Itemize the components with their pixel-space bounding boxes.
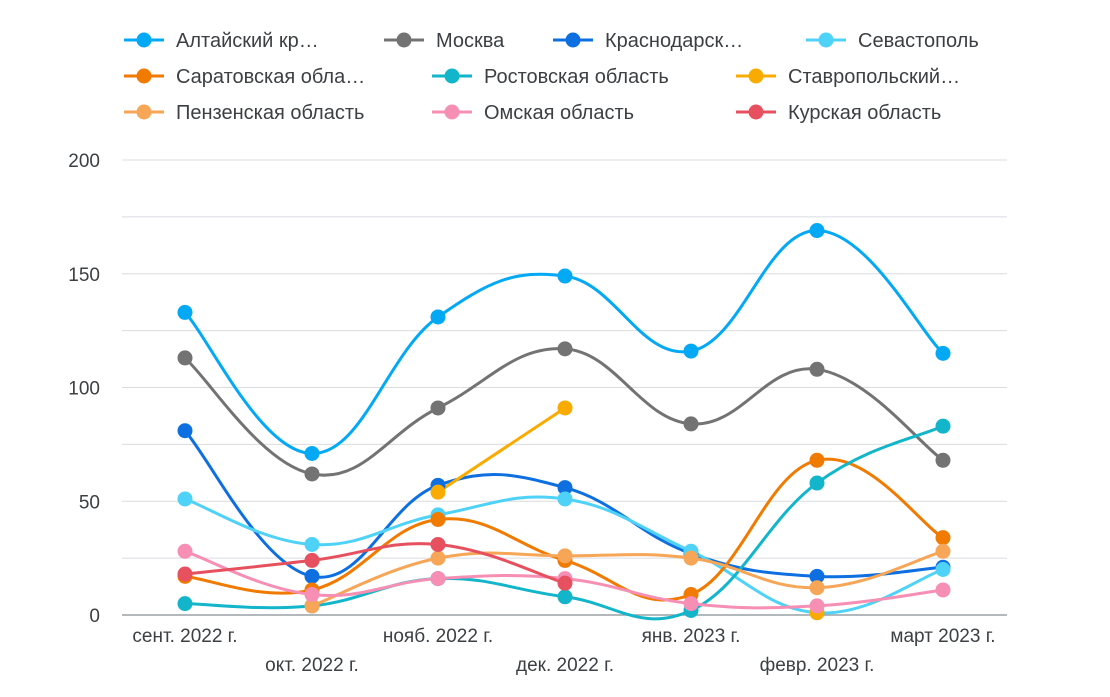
data-point[interactable]	[304, 587, 320, 603]
data-point[interactable]	[557, 341, 573, 357]
data-point[interactable]	[809, 452, 825, 468]
data-point[interactable]	[809, 361, 825, 377]
legend-item[interactable]: Краснодарск…	[553, 30, 743, 52]
series-line	[436, 406, 567, 494]
data-point[interactable]	[557, 575, 573, 591]
legend-label: Краснодарск…	[605, 30, 743, 52]
series-line	[310, 549, 945, 608]
data-point[interactable]	[557, 268, 573, 284]
data-point[interactable]	[304, 568, 320, 584]
data-point[interactable]	[935, 530, 951, 546]
legend-swatch-dot	[444, 68, 460, 84]
x-tick-label: окт. 2022 г.	[265, 655, 359, 676]
legend-label: Ставропольский…	[788, 66, 960, 88]
legend-label: Алтайский кр…	[176, 30, 319, 52]
legend-item[interactable]: Алтайский кр…	[124, 30, 319, 52]
legend-item[interactable]: Курская область	[736, 102, 941, 124]
data-point[interactable]	[935, 452, 951, 468]
legend-item[interactable]: Ростовская область	[432, 66, 669, 88]
data-point[interactable]	[430, 536, 446, 552]
series-line	[183, 542, 567, 585]
legend-item[interactable]: Севастополь	[806, 30, 979, 52]
data-point[interactable]	[304, 552, 320, 568]
legend-item[interactable]: Ставропольский…	[736, 66, 960, 88]
legend-swatch-dot	[444, 104, 460, 120]
data-point[interactable]	[557, 491, 573, 507]
gridlines	[122, 159, 1007, 616]
data-point[interactable]	[809, 598, 825, 614]
legend-swatch-dot	[748, 68, 764, 84]
legend-label: Пензенская область	[176, 102, 364, 124]
data-point[interactable]	[557, 400, 573, 416]
x-tick-label: дек. 2022 г.	[516, 655, 614, 676]
series-points	[177, 223, 951, 621]
legend-swatch-dot	[136, 68, 152, 84]
legend-item[interactable]: Москва	[384, 30, 505, 52]
legend-swatch-dot	[818, 32, 834, 48]
legend: Алтайский кр… Москва Краснодарск… Севастопо…	[124, 30, 979, 124]
data-point[interactable]	[683, 596, 699, 612]
data-point[interactable]	[809, 223, 825, 239]
data-point[interactable]	[430, 309, 446, 325]
data-point[interactable]	[177, 423, 193, 439]
data-point[interactable]	[304, 536, 320, 552]
data-point[interactable]	[935, 582, 951, 598]
data-point[interactable]	[557, 589, 573, 605]
x-tick-label: март 2023 г.	[890, 626, 995, 647]
data-point[interactable]	[935, 543, 951, 559]
legend-swatch-dot	[748, 104, 764, 120]
data-point[interactable]	[304, 598, 320, 614]
x-tick-label: сент. 2022 г.	[132, 626, 237, 647]
x-tick-label: нояб. 2022 г.	[383, 626, 493, 647]
data-point[interactable]	[683, 343, 699, 359]
legend-swatch-dot	[136, 104, 152, 120]
legend-swatch-dot	[136, 32, 152, 48]
data-point[interactable]	[177, 491, 193, 507]
x-tick-label: янв. 2023 г.	[642, 626, 741, 647]
data-point[interactable]	[304, 466, 320, 482]
data-point[interactable]	[557, 480, 573, 496]
data-point[interactable]	[430, 571, 446, 587]
x-tick-label: февр. 2023 г.	[760, 655, 875, 676]
data-point[interactable]	[177, 543, 193, 559]
data-point[interactable]	[935, 562, 951, 577]
data-point[interactable]	[809, 580, 825, 596]
data-point[interactable]	[935, 418, 951, 434]
data-point[interactable]	[177, 304, 193, 320]
legend-label: Саратовская обла…	[176, 66, 365, 88]
y-tick-label: 50	[79, 492, 100, 513]
y-tick-label: 0	[89, 606, 100, 627]
legend-item[interactable]: Омская область	[432, 102, 634, 124]
legend-label: Москва	[436, 30, 505, 52]
legend-label: Ростовская область	[484, 66, 669, 88]
y-tick-label: 150	[68, 265, 100, 286]
data-point[interactable]	[177, 566, 193, 582]
y-tick-label: 200	[68, 151, 100, 172]
legend-label: Курская область	[788, 102, 941, 124]
data-point[interactable]	[177, 596, 193, 612]
y-tick-label: 100	[68, 379, 100, 400]
legend-item[interactable]: Пензенская область	[124, 102, 364, 124]
legend-swatch-dot	[396, 32, 412, 48]
data-point[interactable]	[430, 511, 446, 527]
x-axis-ticks: сент. 2022 г. окт. 2022 г. нояб. 2022 г. де…	[132, 626, 995, 676]
data-point[interactable]	[809, 475, 825, 491]
legend-swatch-dot	[565, 32, 581, 48]
legend-item[interactable]: Саратовская обла…	[124, 66, 365, 88]
data-point[interactable]	[683, 550, 699, 566]
legend-label: Омская область	[484, 102, 634, 124]
data-point[interactable]	[935, 345, 951, 361]
legend-label: Севастополь	[858, 30, 979, 52]
data-point[interactable]	[304, 445, 320, 461]
data-point[interactable]	[430, 550, 446, 566]
data-point[interactable]	[430, 400, 446, 416]
data-point[interactable]	[683, 416, 699, 432]
data-point[interactable]	[430, 484, 446, 500]
data-point[interactable]	[557, 548, 573, 564]
data-point[interactable]	[177, 350, 193, 366]
data-point[interactable]	[809, 568, 825, 584]
y-axis-ticks: 0 50 100 150 200	[68, 151, 100, 627]
